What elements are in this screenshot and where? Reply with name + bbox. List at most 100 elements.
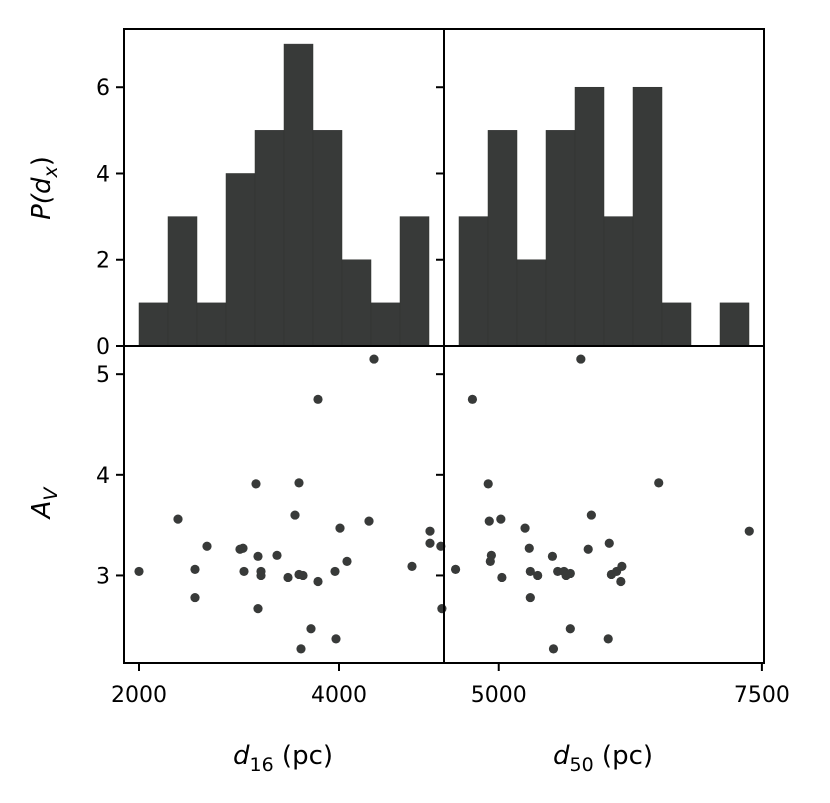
scatter-point-d16 [335,523,345,533]
scatter-point-d16 [296,644,306,654]
y-tick-label: 3 [96,564,110,589]
hist-bar-d50 [458,216,489,347]
scatter-point-d50 [524,543,534,553]
hist-bar-d50 [487,130,518,347]
x-tick-label: 2000 [111,683,167,708]
scatter-point-d50 [483,479,493,489]
hist-bar-d16 [196,302,227,347]
scatter-point-d50 [603,634,613,644]
scatter-point-d50 [520,523,530,533]
hist-bar-d50 [632,86,663,347]
scatter-point-d16 [364,516,374,526]
scatter-point-d50 [744,526,754,536]
ylabel-av-subscript: V [40,486,62,501]
y-tick-label: 6 [96,76,110,101]
scatter-point-d16 [253,604,263,614]
scatter-point-d16 [407,561,417,571]
xlabel-d16: d16 (pc) [233,741,333,776]
scatter-point-d50 [533,570,543,581]
ylabel-pdx-subscript: x [40,166,62,179]
hist-bar-d50 [603,216,634,347]
hist-bar-d16 [370,302,401,347]
xlabel-d50: d50 (pc) [553,741,653,776]
xlabel-d16-subscript: 16 [249,754,273,776]
scatter-point-d16 [306,624,316,634]
hist-bar-d16 [399,216,430,347]
xlabel-d50-tail: (pc) [594,741,653,771]
x-tick-label: 5000 [471,683,527,708]
scatter-point-d16 [298,570,308,581]
scatter-point-d50 [553,566,563,577]
hist-bar-d16 [312,130,343,347]
ylabel-pdx-base: P(d [27,177,57,220]
scatter-point-d16 [134,566,144,577]
hist-bar-d50 [516,259,547,347]
scatter-point-d16 [294,478,304,488]
hist-bar-d50 [545,130,576,347]
scatter-point-d16 [239,566,249,577]
scatter-point-d50 [450,564,461,575]
ylabel-pdx-tail: ) [27,156,57,166]
ylabel-av-base: A [27,501,57,521]
hist-bar-d50 [574,86,605,347]
scatter-d50-panel: 5000 7500 [436,345,790,708]
ylabel-av: AV [27,486,62,521]
scatter-point-d50 [484,516,494,526]
scatter-point-d50 [486,550,496,560]
x-tick-label: 4000 [311,683,367,708]
scatter-point-d50 [547,551,558,561]
scatter-point-d16 [313,576,323,587]
scatter-point-d16 [342,556,352,566]
scatter-point-d50 [604,538,614,548]
xlabel-d50-base: d [553,741,570,771]
scatter-point-d16 [425,538,435,548]
scatter-point-d16 [331,634,341,644]
scatter-point-d16 [190,592,200,603]
y-tick-label: 0 [96,335,110,360]
hist-bar-d16 [167,216,198,347]
hist-bar-d16 [225,173,256,347]
scatter-point-d16 [251,479,261,489]
scatter-point-d16 [283,572,293,583]
scatter-d16-panel: 2000 4000 3 4 5 [96,345,445,708]
x-tick-label: 7500 [734,683,790,708]
scatter-point-d16 [190,564,200,575]
scatter-point-d16 [238,543,248,553]
scatter-point-d50 [576,354,586,364]
histogram-d50-panel [443,28,765,347]
scatter-point-d50 [565,568,575,579]
scatter-point-d16 [369,354,379,364]
scatter-point-d50 [565,624,575,634]
scatter-point-d16 [272,550,282,560]
scatter-point-d16 [253,551,263,561]
scatter-point-d50 [616,576,626,587]
y-tick-label: 2 [96,249,110,274]
scatter-point-d50 [548,644,559,654]
scatter-point-d16 [290,510,300,520]
hist-bar-d16 [254,130,285,347]
axes-frame [443,345,765,664]
scatter-point-d16 [330,566,340,577]
scatter-point-d50 [437,604,447,614]
histogram-d16-panel: 0 2 4 6 [96,28,445,360]
scatter-point-d50 [586,510,596,520]
scatter-point-d50 [525,566,535,577]
scatter-point-d16 [173,514,183,524]
hist-bar-d16 [138,302,169,347]
scatter-point-d16 [202,541,212,551]
scatter-point-d50 [496,514,506,524]
xlabel-d50-subscript: 50 [569,754,593,776]
scatter-point-d50 [617,561,627,571]
axis-labels: d16 (pc) d50 (pc)P(dx)AV [27,156,653,776]
scatter-point-d50 [654,478,664,488]
y-tick-label: 4 [96,464,110,489]
scatter-point-d16 [313,394,323,404]
hist-bar-d50 [719,302,750,347]
scatter-point-d16 [256,570,266,581]
scatter-point-d50 [525,592,535,603]
scatter-point-d50 [497,572,507,583]
xlabel-d16-tail: (pc) [274,741,333,771]
ylabel-pdx: P(dx) [27,156,62,220]
y-tick-label: 5 [96,363,110,388]
